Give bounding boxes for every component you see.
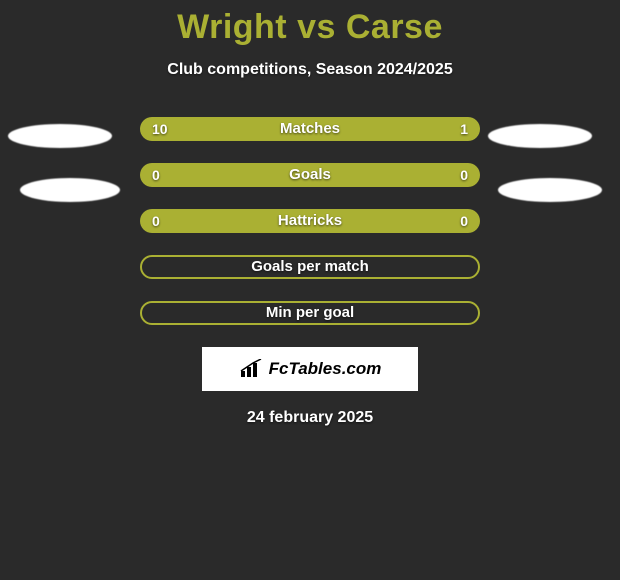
player1-name: Wright — [177, 8, 287, 46]
date-text: 24 february 2025 — [0, 409, 620, 427]
row-label: Hattricks — [140, 209, 480, 233]
subtitle: Club competitions, Season 2024/2025 — [0, 61, 620, 79]
row-label: Min per goal — [142, 303, 478, 323]
player-shadow-right-0 — [488, 124, 592, 148]
brand-inner: FcTables.com — [239, 359, 382, 379]
brand-text: FcTables.com — [269, 359, 382, 379]
stat-row-goals: 00Goals — [140, 163, 480, 187]
comparison-rows: 101Matches 00Goals 00Hattricks Goals per ma… — [0, 117, 620, 325]
brand-box: FcTables.com — [202, 347, 418, 391]
player2-name: Carse — [346, 8, 443, 46]
stat-row-matches: 101Matches — [140, 117, 480, 141]
stat-row-goalspermatch: Goals per match — [140, 255, 480, 279]
row-label: Matches — [140, 117, 480, 141]
vs-separator: vs — [297, 8, 336, 46]
row-label: Goals — [140, 163, 480, 187]
stat-row-minpergoal: Min per goal — [140, 301, 480, 325]
player-shadow-right-1 — [498, 178, 602, 202]
row-label: Goals per match — [142, 257, 478, 277]
page-title: Wright vs Carse — [0, 0, 620, 47]
stat-row-hattricks: 00Hattricks — [140, 209, 480, 233]
brand-chart-icon — [239, 359, 265, 379]
player-shadow-left-0 — [8, 124, 112, 148]
player-shadow-left-1 — [20, 178, 120, 202]
